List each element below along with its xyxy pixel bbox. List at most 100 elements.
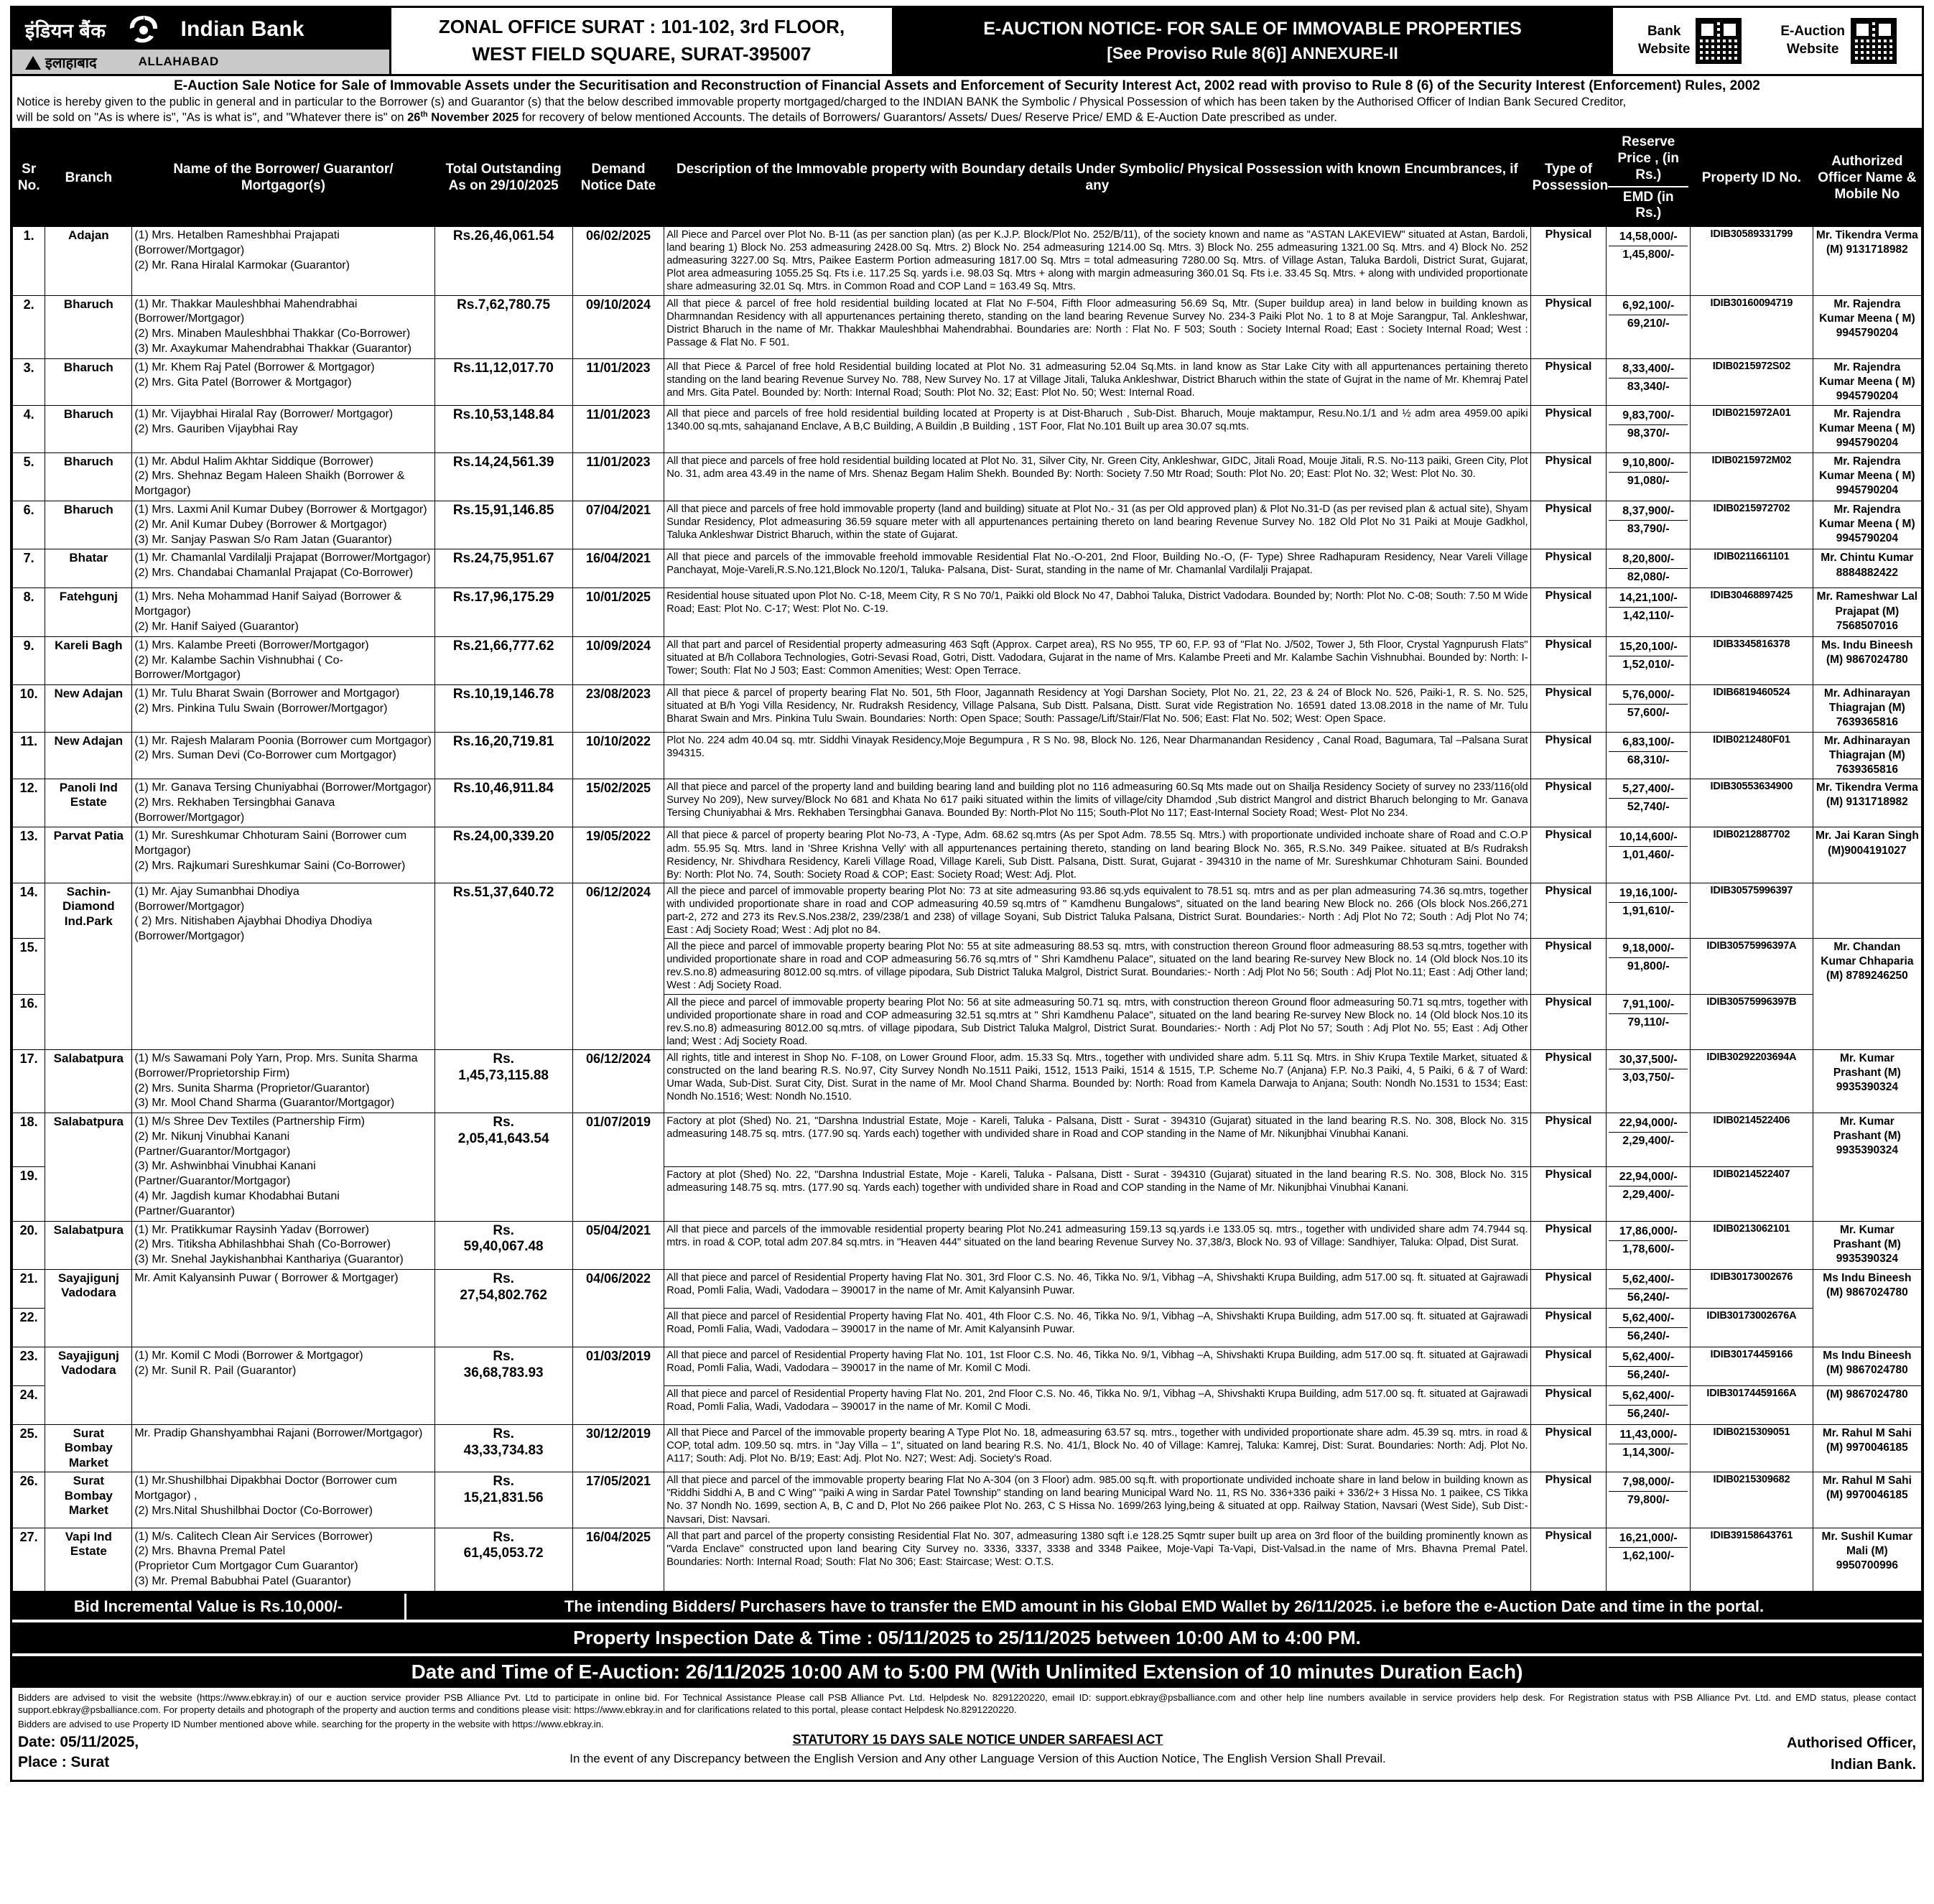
cell-sr-no: 12.	[11, 779, 46, 828]
cell-sr-no: 11.	[11, 731, 46, 780]
emd-value: 1,45,800/-	[1622, 249, 1675, 261]
cell-description: All that Piece and Parcel of the immovab…	[664, 1424, 1531, 1473]
cell-possession-type: Physical	[1530, 1472, 1607, 1528]
cell-property-id: IDIB30160094719	[1690, 294, 1813, 359]
cell-total-outstanding: Rs.24,75,951.67	[434, 549, 573, 589]
inspection-bar: Property Inspection Date & Time : 05/11/…	[12, 1619, 1922, 1653]
intro-sale-date: 26	[407, 111, 421, 124]
cell-property-id: IDIB0213062101	[1690, 1220, 1813, 1271]
cell-property-id: IDIB30589331799	[1690, 226, 1813, 296]
cell-demand-notice-date: 01/07/2019	[572, 1113, 665, 1222]
qr-code-icon[interactable]	[1696, 18, 1742, 64]
cell-property-id: IDIB0215972A01	[1690, 405, 1813, 453]
cell-sr-no: 18.	[11, 1113, 46, 1168]
borrower-name-line: (4) Mr. Jagdish kumar Khodabhai Butani	[134, 1190, 340, 1203]
bank-name-hindi: इंडियन बैंक	[25, 19, 106, 42]
table-body: 1. Adajan (1) Mrs. Hetalben Rameshbhai Pra…	[11, 226, 1923, 1592]
intro-line-3c: for recovery of below mentioned Accounts…	[519, 111, 1337, 124]
cell-total-outstanding: Rs.7,62,780.75	[434, 294, 573, 359]
cell-reserve-price-emd: 10,14,600/- 1,01,460/-	[1606, 827, 1691, 883]
intro-line-3: will be sold on "As is where is", "As is…	[17, 110, 1917, 126]
cell-borrower-names: (1) Mrs. Laxmi Anil Kumar Dubey (Borrowe…	[131, 500, 435, 550]
cell-branch: New Adajan	[45, 684, 133, 733]
cell-reserve-price-emd: 5,27,400/- 52,740/-	[1606, 779, 1691, 828]
borrower-name-line: (2) Mrs. Suman Devi (Co-Borrower cum Mor…	[134, 749, 396, 762]
cell-property-id: IDIB0215309051	[1690, 1424, 1813, 1473]
th-authorized-officer: Authorized Officer Name & Mobile No	[1812, 129, 1923, 228]
eauction-qr-label-1: E-Auction	[1780, 24, 1846, 40]
cell-borrower-names: (1) Mr. Ajay Sumanbhai Dhodiya (Borrower/…	[131, 882, 435, 1050]
cell-possession-type: Physical	[1530, 549, 1607, 589]
table-row: 19. Factory at plot (Shed) No. 22, "Darsh…	[11, 1166, 1922, 1222]
cell-reserve-price-emd: 30,37,500/- 3,03,750/-	[1606, 1049, 1691, 1114]
reserve-price-value: 22,94,000/-	[1609, 1115, 1688, 1133]
cell-sr-no: 24.	[11, 1385, 46, 1426]
emd-value: 69,210/-	[1627, 317, 1670, 330]
cell-description: Plot No. 224 adm 40.04 sq. mtr. Siddhi V…	[664, 731, 1531, 780]
qr-code-icon[interactable]	[1851, 18, 1897, 64]
borrower-name-line: (2) Mr. Sunil R. Pail (Guarantor)	[134, 1364, 297, 1377]
cell-possession-type: Physical	[1530, 636, 1607, 686]
table-row: 3. Bharuch (1) Mr. Khem Raj Patel (Borrowe…	[11, 358, 1923, 407]
cell-borrower-names: (1) Mr. Ganava Tersing Chuniyabhai (Borr…	[131, 779, 435, 828]
cell-borrower-names: Mr. Amit Kalyansinh Puwar ( Borrower & M…	[131, 1269, 435, 1348]
allahabad-name-hindi: इलाहाबाद	[25, 52, 97, 72]
reserve-price-value: 10,14,600/-	[1609, 829, 1688, 847]
cell-description: All that piece & parcel of free hold res…	[664, 294, 1531, 359]
cell-branch: Bharuch	[45, 500, 133, 550]
cell-demand-notice-date: 16/04/2025	[572, 1527, 665, 1592]
cell-description: All that piece & parcel of property bear…	[664, 684, 1531, 733]
cell-reserve-price-emd: 5,62,400/- 56,240/-	[1606, 1269, 1691, 1309]
cell-branch: Sachin-Diamond Ind.Park	[45, 882, 133, 1050]
cell-description: All that piece & parcel of property bear…	[664, 827, 1531, 883]
reserve-price-value: 8,20,800/-	[1609, 551, 1688, 570]
cell-total-outstanding: Rs. 59,40,067.48	[434, 1220, 573, 1271]
borrower-name-line: (Borrower/Proprietorship Firm)	[134, 1067, 290, 1079]
cell-authorized-officer: Mr. Rajendra Kumar Meena ( M) 9945790204	[1812, 358, 1923, 407]
cell-possession-type: Physical	[1530, 1113, 1607, 1168]
bid-increment-text: Bid Incremental Value is Rs.10,000/-	[12, 1593, 406, 1620]
cell-borrower-names: Mr. Pradip Ghanshyambhai Rajani (Borrowe…	[131, 1424, 435, 1473]
emd-transfer-text: The intending Bidders/ Purchasers have t…	[564, 1597, 1765, 1615]
emd-value: 1,14,300/-	[1622, 1446, 1675, 1459]
cell-branch: Bharuch	[45, 358, 133, 407]
reserve-price-value: 11,43,000/-	[1609, 1426, 1688, 1445]
footer-center-block: STATUTORY 15 DAYS SALE NOTICE UNDER SARF…	[255, 1732, 1701, 1766]
borrower-name-line: (2) Mrs. Rekhaben Tersingbhai Ganava (Bo…	[134, 796, 335, 824]
cell-sr-no: 25.	[11, 1424, 46, 1473]
cell-description: All Piece and Parcel over Plot No. B-11 …	[664, 226, 1531, 296]
cell-borrower-names: (1) Mrs. Neha Mohammad Hanif Saiyad (Bor…	[131, 588, 435, 637]
cell-authorized-officer	[1812, 882, 1923, 939]
cell-authorized-officer: Mr. Adhinarayan Thiagrajan (M) 763936581…	[1812, 684, 1923, 733]
bank-website-qr[interactable]: Bank Website	[1638, 18, 1742, 64]
cell-property-id: IDIB30174459166	[1690, 1347, 1813, 1387]
emd-value: 1,62,100/-	[1622, 1549, 1675, 1562]
borrower-name-line: (2) Mrs. Titiksha Abhilashbhai Shah (Co-…	[134, 1238, 391, 1251]
intro-sale-date-sup: th	[420, 110, 428, 119]
cell-reserve-price-emd: 9,18,000/- 91,800/-	[1606, 938, 1691, 995]
footer-authorized-officer: Authorised Officer, Indian Bank.	[1701, 1732, 1916, 1775]
cell-borrower-names: (1) Mr. Rajesh Malaram Poonia (Borrower …	[131, 731, 435, 780]
cell-description: All that piece and parcels of free hold …	[664, 405, 1531, 453]
reserve-price-value: 5,62,400/-	[1609, 1310, 1688, 1329]
cell-total-outstanding: Rs.11,12,017.70	[434, 358, 573, 407]
cell-demand-notice-date: 05/04/2021	[572, 1220, 665, 1271]
footer-place: Place : Surat	[18, 1754, 110, 1771]
borrower-name-line: (2) Mrs. Sunita Sharma (Proprietor/Guara…	[134, 1082, 370, 1095]
table-row: 16. All the piece and parcel of immovable…	[11, 993, 1922, 1050]
cell-sr-no: 16.	[11, 993, 46, 1050]
emd-value: 68,310/-	[1627, 753, 1670, 766]
borrower-name-line: (3) Mr. Mool Chand Sharma (Guarantor/Mor…	[134, 1097, 395, 1110]
fine-print-1: Bidders are advised to visit the website…	[18, 1691, 1916, 1716]
reserve-price-value: 9,18,000/-	[1609, 940, 1688, 959]
cell-property-id: IDIB0214522407	[1690, 1166, 1813, 1222]
cell-authorized-officer: Mr. Tikendra Verma (M) 9131718982	[1812, 779, 1923, 828]
table-row: 22. All that piece and parcel of Resident…	[11, 1308, 1922, 1348]
cell-demand-notice-date: 07/04/2021	[572, 500, 665, 550]
cell-property-id: IDIB30575996397A	[1690, 938, 1813, 995]
th-type-of-possession: Type of Possession	[1530, 129, 1608, 228]
cell-sr-no: 14.	[11, 882, 46, 939]
eauction-website-qr[interactable]: E-Auction Website	[1780, 18, 1897, 64]
cell-branch: Sayajigunj Vadodara	[45, 1269, 133, 1348]
